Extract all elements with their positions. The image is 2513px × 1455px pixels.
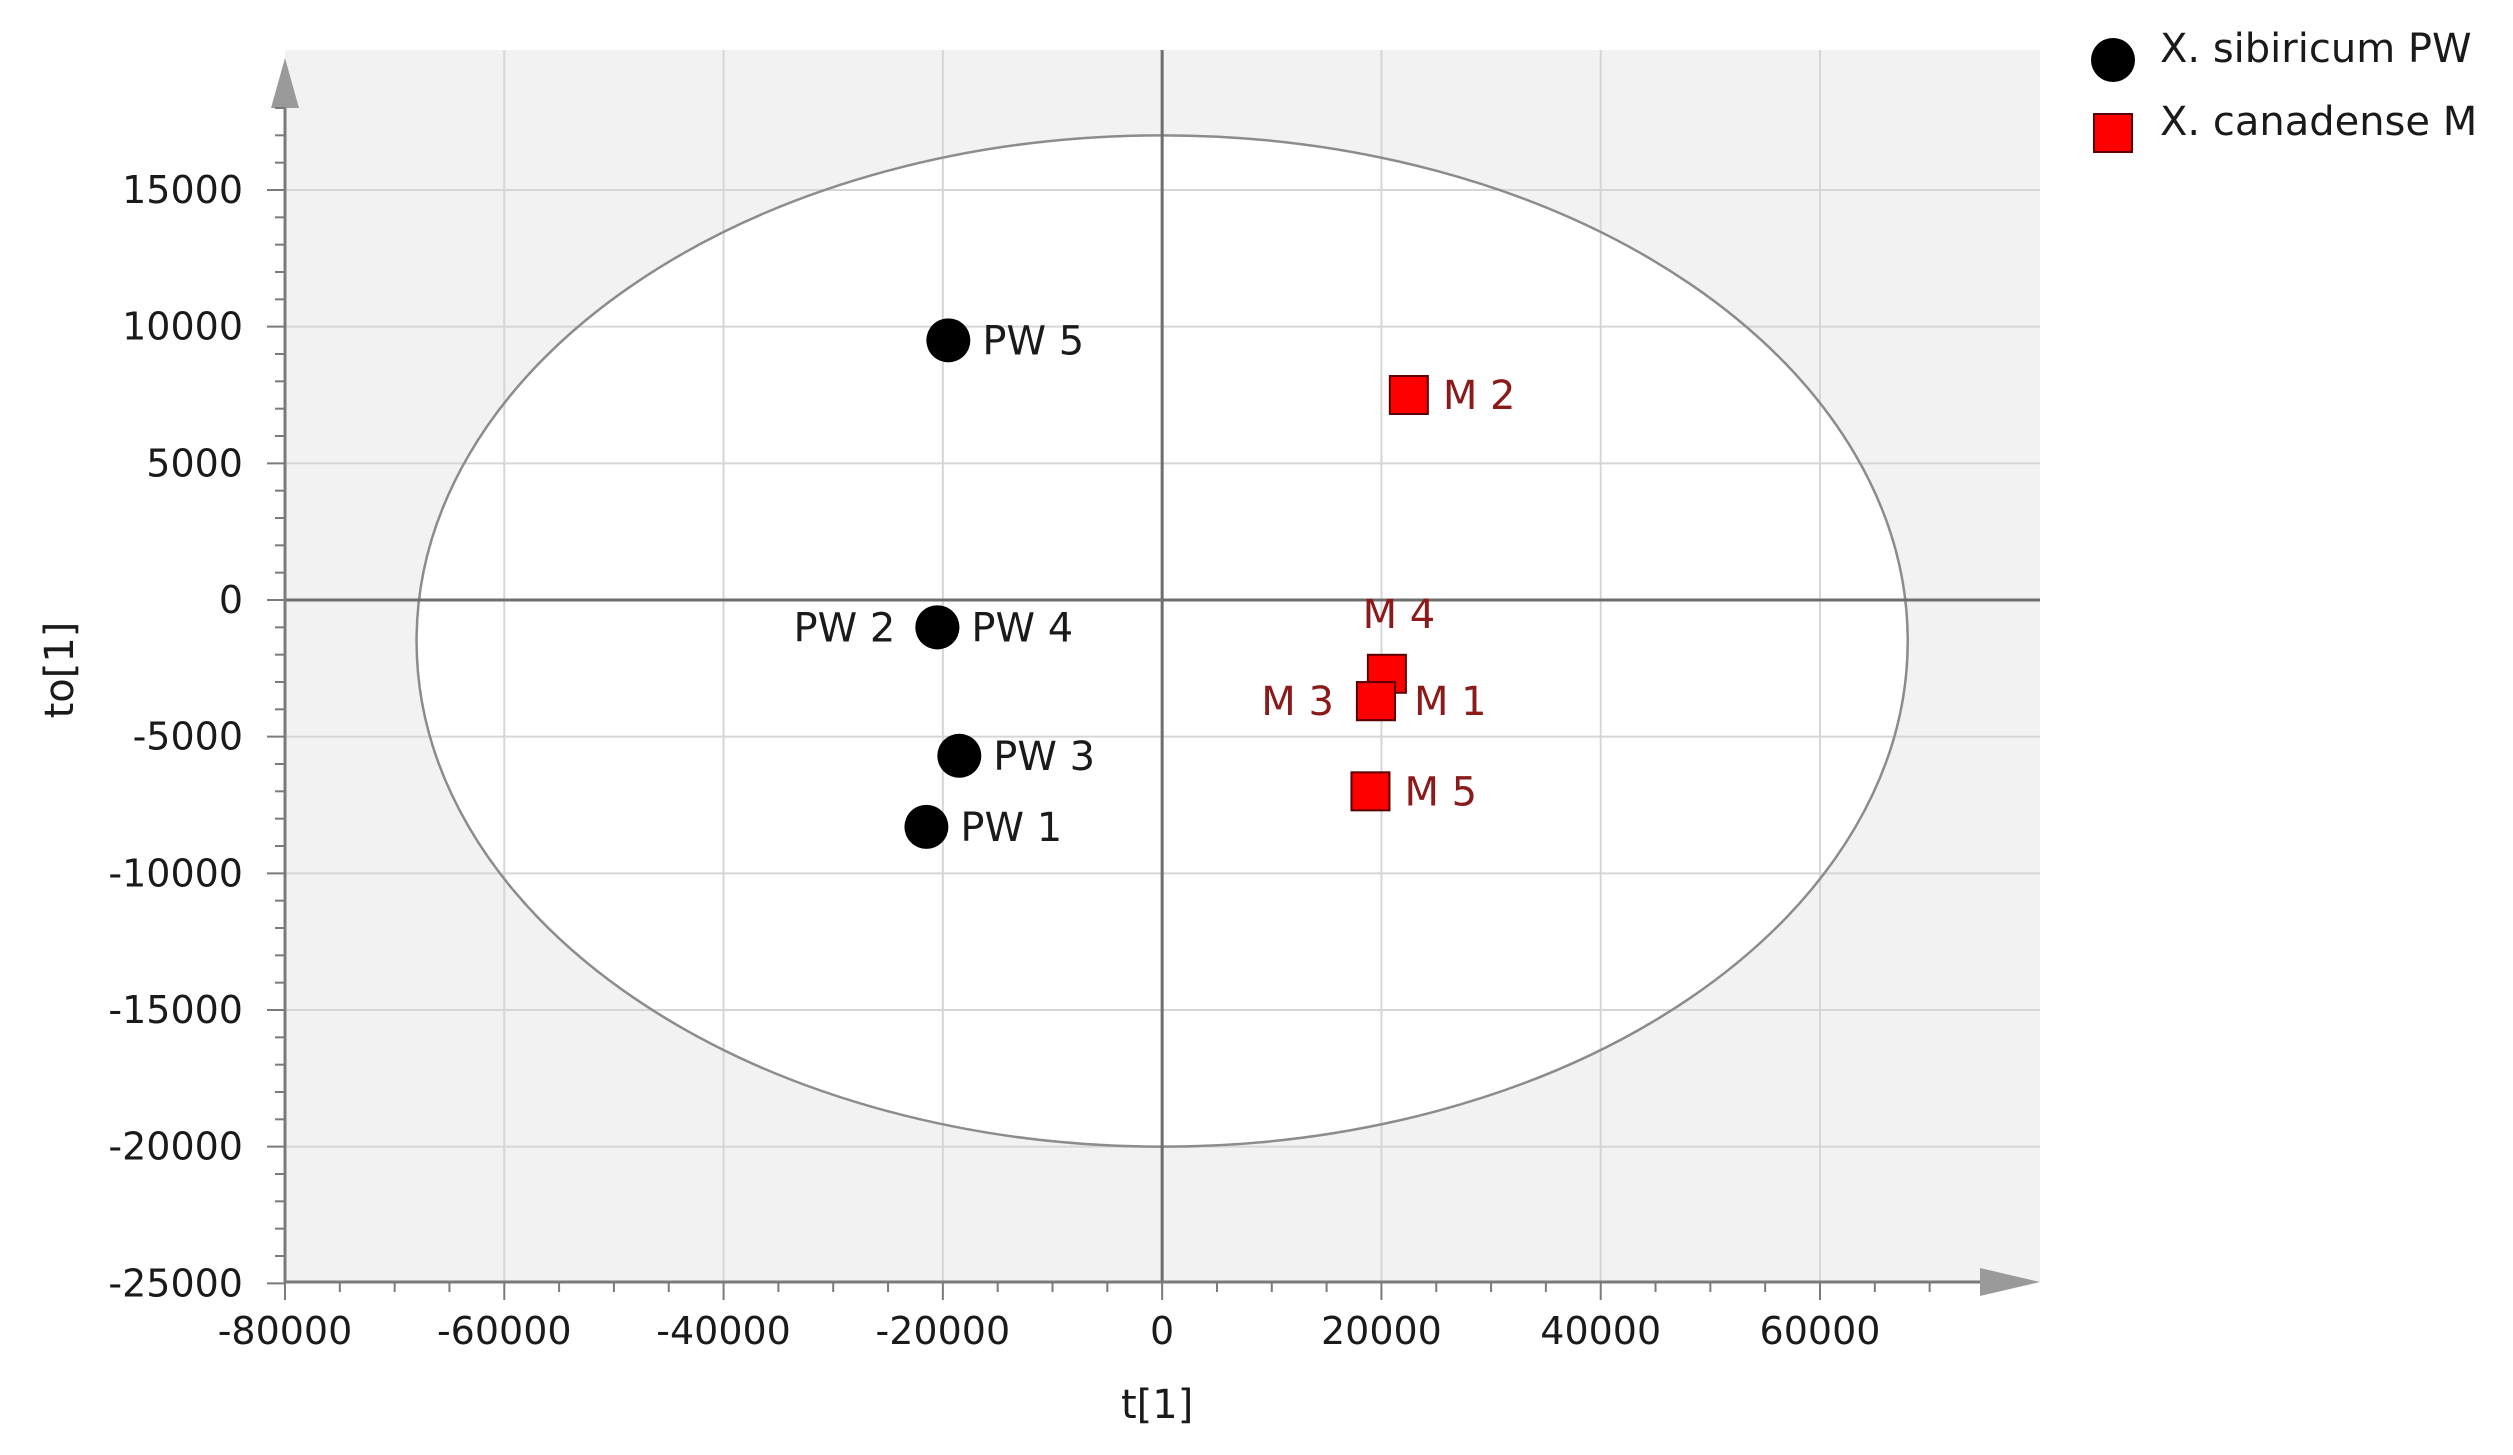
x-tick-label: 40000 <box>1540 1309 1661 1353</box>
point-label-m-3: M 3 <box>1261 679 1334 725</box>
x-tick-label: -80000 <box>218 1309 353 1353</box>
point-labels: PW 5 PW 2 PW 4 PW 3 PW 1 M 2 M 4 M 3 M 1 M 5 <box>794 318 1516 851</box>
x-tick-label: -60000 <box>437 1309 572 1353</box>
y-tick-label: -10000 <box>108 851 243 895</box>
point-m-5 <box>1350 771 1391 812</box>
point-label-pw-3: PW 3 <box>993 734 1095 780</box>
point-label-m-5: M 5 <box>1404 769 1477 815</box>
point-label-m-1: M 1 <box>1414 679 1487 725</box>
legend-entry-label: X. canadense M <box>2160 99 2477 145</box>
point-label-m-4: M 4 <box>1363 592 1436 638</box>
y-tick-label: -5000 <box>133 715 243 759</box>
y-tick-label: -20000 <box>108 1125 243 1169</box>
y-tick-label: 15000 <box>122 168 243 212</box>
legend: X. sibiricum PW X. canadense M <box>2091 26 2477 153</box>
y-tick-label: 0 <box>219 578 243 622</box>
y-tick-label: 5000 <box>146 441 243 485</box>
y-axis-title: to[1] <box>37 622 83 719</box>
y-tick-label: -15000 <box>108 988 243 1032</box>
x-tick-label: 0 <box>1150 1309 1174 1353</box>
y-tick-label: -25000 <box>108 1261 243 1305</box>
point-pw-5 <box>926 318 971 363</box>
x-tick-label: 20000 <box>1321 1309 1442 1353</box>
point-pw-3 <box>937 733 982 778</box>
legend-marker-circle <box>2091 38 2135 82</box>
point-label-pw-2: PW 2 <box>794 605 896 651</box>
x-tick-label: -20000 <box>876 1309 1011 1353</box>
legend-marker-square <box>2093 113 2133 153</box>
data-points <box>904 318 1429 849</box>
x-axis-arrow <box>1980 1268 2040 1296</box>
x-tick-label: 60000 <box>1760 1309 1881 1353</box>
x-ticks: -80000 -60000 -40000 -20000 0 20000 40000 60000 <box>218 1282 1931 1353</box>
point-pw-1 <box>904 804 949 849</box>
x-tick-label: -40000 <box>656 1309 791 1353</box>
y-axis-arrow <box>271 58 299 108</box>
y-tick-label: 10000 <box>122 305 243 349</box>
point-label-pw-1: PW 1 <box>960 805 1062 851</box>
legend-entry-label: X. sibiricum PW <box>2160 26 2472 72</box>
point-pw-4 <box>915 605 960 650</box>
y-ticks: -25000 -20000 -15000 -10000 -5000 0 5000 10000 1… <box>108 107 285 1305</box>
point-label-pw-4: PW 4 <box>971 605 1073 651</box>
x-axis-title: t[1] <box>1121 1382 1193 1428</box>
point-m-1 <box>1355 681 1396 722</box>
axes <box>271 50 2040 1296</box>
point-m-2 <box>1388 375 1429 415</box>
point-label-m-2: M 2 <box>1443 373 1516 419</box>
point-label-pw-5: PW 5 <box>982 318 1084 364</box>
